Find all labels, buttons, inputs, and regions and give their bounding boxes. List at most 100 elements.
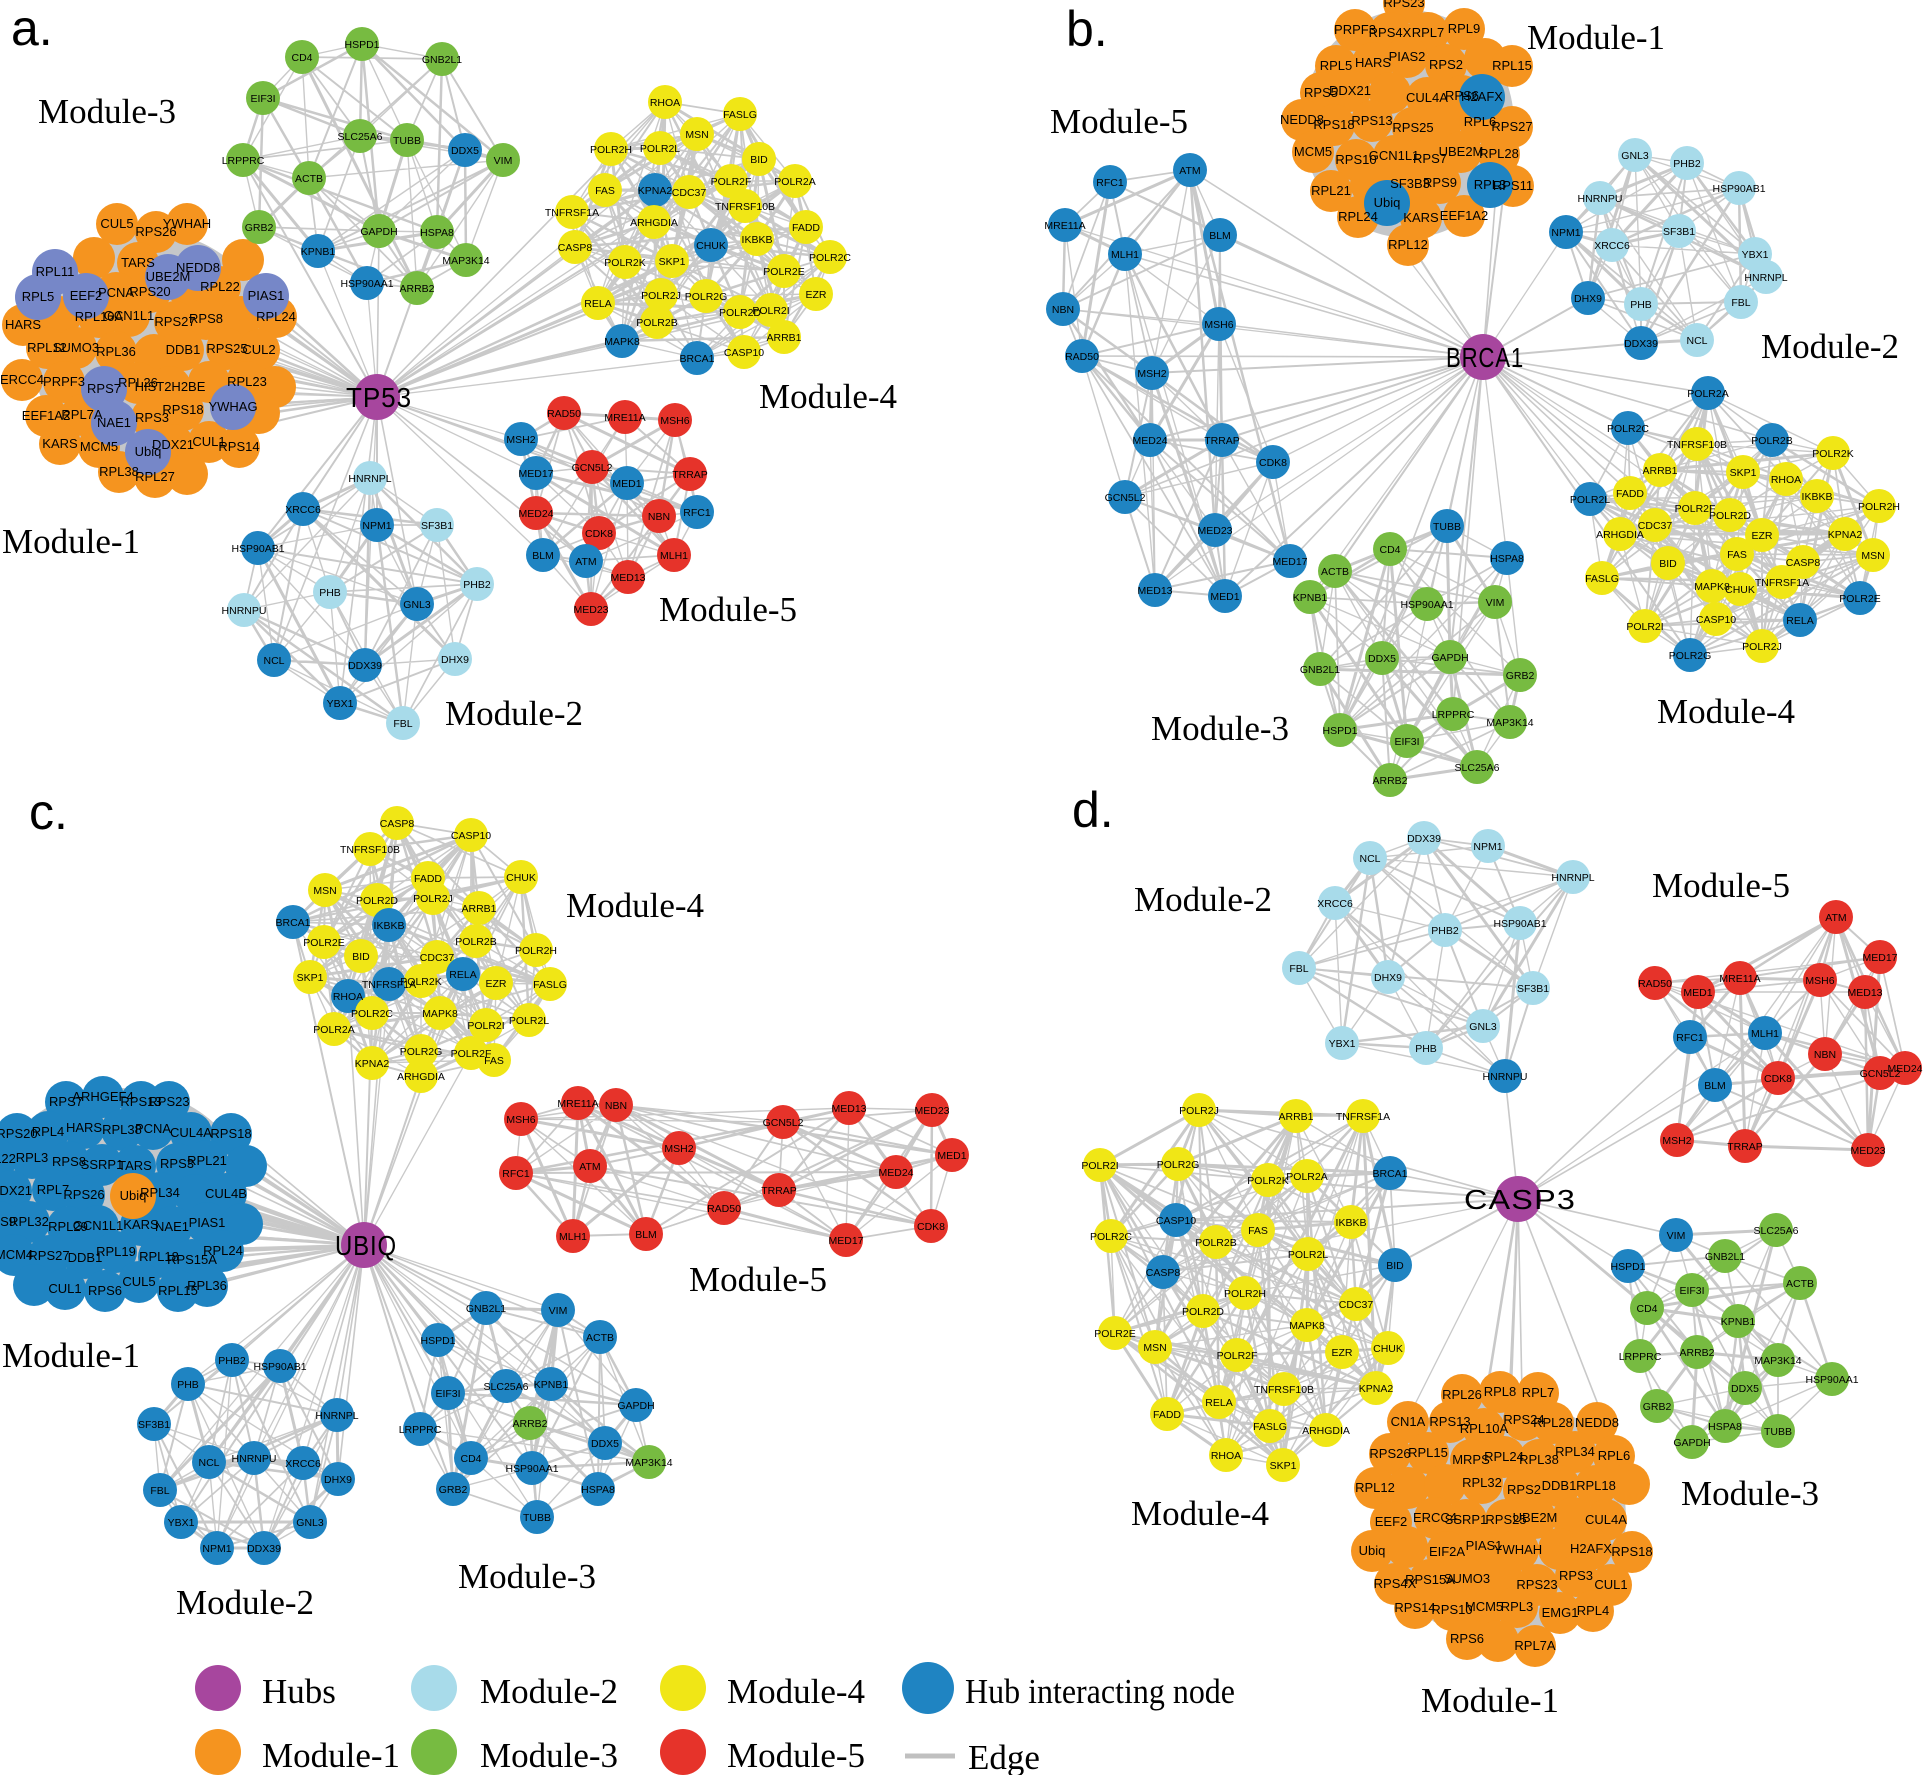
svg-text:DDX5: DDX5 [1368, 653, 1396, 665]
svg-text:RPS23: RPS23 [148, 1094, 189, 1109]
svg-text:TARS: TARS [121, 255, 155, 270]
svg-text:SUMO3: SUMO3 [53, 340, 99, 355]
svg-text:MRPS: MRPS [1452, 1452, 1490, 1467]
svg-text:MED23: MED23 [1850, 1145, 1885, 1157]
svg-text:RHOA: RHOA [650, 97, 680, 109]
svg-text:MED1: MED1 [612, 478, 641, 490]
svg-text:RPL12: RPL12 [1355, 1480, 1395, 1495]
svg-text:POLR2G: POLR2G [400, 1046, 443, 1058]
svg-text:POLR2A: POLR2A [313, 1024, 354, 1036]
svg-text:TNFRSF1A: TNFRSF1A [362, 979, 416, 991]
svg-text:PIAS1: PIAS1 [248, 288, 285, 303]
svg-text:DDX21: DDX21 [1329, 83, 1371, 98]
svg-text:RPL38: RPL38 [1519, 1452, 1559, 1467]
svg-text:CUL4A: CUL4A [170, 1125, 212, 1140]
svg-text:RPS18: RPS18 [1611, 1544, 1652, 1559]
svg-text:MAPK8: MAPK8 [1694, 581, 1730, 593]
svg-text:PHB: PHB [177, 1379, 199, 1391]
svg-text:POLR2B: POLR2B [1751, 435, 1792, 447]
svg-text:FASLG: FASLG [723, 109, 757, 121]
svg-text:NPM1: NPM1 [1473, 841, 1502, 853]
svg-text:POLR2J: POLR2J [1742, 641, 1782, 653]
svg-text:HIST2H2BE: HIST2H2BE [135, 379, 206, 394]
svg-text:RPL12: RPL12 [27, 340, 67, 355]
svg-text:BRCA1: BRCA1 [275, 917, 310, 929]
svg-text:RHOA: RHOA [1211, 1450, 1241, 1462]
svg-text:VIM: VIM [494, 155, 513, 167]
svg-text:DHX9: DHX9 [1574, 293, 1602, 305]
svg-text:RAD50: RAD50 [547, 408, 581, 420]
svg-text:GRB2: GRB2 [245, 222, 274, 234]
svg-text:POLR2I: POLR2I [467, 1020, 504, 1032]
svg-text:RPL12: RPL12 [1388, 237, 1428, 252]
svg-text:Module-3: Module-3 [480, 1736, 618, 1775]
svg-text:DDX5: DDX5 [591, 1438, 619, 1450]
svg-text:PRPF3: PRPF3 [1334, 22, 1376, 37]
svg-text:CDC37: CDC37 [1638, 520, 1673, 532]
svg-text:POLR2F: POLR2F [1217, 1350, 1258, 1362]
svg-text:FBL: FBL [393, 718, 412, 730]
svg-text:KPNA2: KPNA2 [1359, 1383, 1394, 1395]
svg-text:XRCC6: XRCC6 [285, 1458, 321, 1470]
svg-text:ACTB: ACTB [295, 173, 323, 185]
svg-text:POLR2H: POLR2H [515, 945, 557, 957]
svg-text:FBL: FBL [1289, 963, 1308, 975]
svg-text:Ubiq: Ubiq [120, 1188, 147, 1203]
svg-text:SKP1: SKP1 [1270, 1460, 1297, 1472]
svg-text:POLR2L: POLR2L [640, 143, 680, 155]
svg-text:a.: a. [11, 0, 53, 56]
svg-text:BLM: BLM [532, 550, 554, 562]
svg-text:RAD50: RAD50 [1638, 978, 1672, 990]
svg-text:H2AFX: H2AFX [1461, 89, 1503, 104]
svg-text:MLH1: MLH1 [559, 1231, 587, 1243]
svg-text:BRCA1: BRCA1 [1372, 1168, 1407, 1180]
svg-text:MRE11A: MRE11A [604, 412, 645, 424]
svg-text:NPM1: NPM1 [202, 1543, 231, 1555]
svg-text:RPL36: RPL36 [187, 1278, 227, 1293]
svg-text:CHUK: CHUK [696, 240, 726, 252]
svg-text:CUL4A: CUL4A [1585, 1512, 1627, 1527]
svg-text:DHX9: DHX9 [441, 654, 469, 666]
svg-text:POLR2J: POLR2J [1179, 1105, 1219, 1117]
svg-text:ARRB2: ARRB2 [1372, 775, 1407, 787]
svg-text:MRE11A: MRE11A [1719, 973, 1760, 985]
svg-text:RPS14: RPS14 [218, 439, 259, 454]
svg-text:PHB: PHB [319, 587, 341, 599]
svg-text:IKBKB: IKBKB [742, 234, 773, 246]
svg-text:PHB: PHB [1630, 299, 1652, 311]
svg-text:RPL21: RPL21 [187, 1153, 227, 1168]
svg-text:Module-5: Module-5 [1652, 866, 1790, 905]
svg-text:HSP90AB1: HSP90AB1 [253, 1361, 306, 1373]
svg-text:TNFRSF1A: TNFRSF1A [545, 207, 599, 219]
svg-text:CD4: CD4 [1379, 544, 1400, 556]
svg-text:TNFRSF10B: TNFRSF10B [340, 844, 400, 856]
svg-text:MED1: MED1 [1210, 591, 1239, 603]
svg-text:UBE2M: UBE2M [146, 269, 191, 284]
svg-text:CUL5: CUL5 [100, 216, 133, 231]
svg-text:MED17: MED17 [1272, 556, 1307, 568]
svg-text:Module-2: Module-2 [1134, 880, 1272, 919]
svg-text:FADD: FADD [1153, 1409, 1181, 1421]
svg-text:KARS: KARS [1403, 210, 1439, 225]
svg-text:DDX39: DDX39 [1624, 338, 1658, 350]
svg-text:RPL19: RPL19 [96, 1244, 136, 1259]
svg-text:RPS15A: RPS15A [167, 1252, 217, 1267]
svg-text:Module-3: Module-3 [458, 1557, 596, 1596]
svg-text:TUBB: TUBB [523, 1512, 551, 1524]
svg-text:DDX39: DDX39 [247, 1543, 281, 1555]
svg-text:CDC37: CDC37 [1339, 1299, 1374, 1311]
svg-text:RPL38: RPL38 [102, 1122, 142, 1137]
svg-text:CD4: CD4 [1636, 1303, 1657, 1315]
svg-text:POLR2G: POLR2G [1157, 1159, 1200, 1171]
svg-text:RFC1: RFC1 [502, 1168, 530, 1180]
svg-text:Ubiq: Ubiq [1359, 1543, 1386, 1558]
svg-text:RPS3: RPS3 [1559, 1568, 1593, 1583]
svg-text:GNL3: GNL3 [1469, 1021, 1497, 1033]
svg-text:Module-2: Module-2 [176, 1583, 314, 1622]
svg-text:XRCC6: XRCC6 [1317, 898, 1353, 910]
svg-text:KPNB1: KPNB1 [534, 1379, 569, 1391]
svg-text:UBIQ: UBIQ [335, 1230, 397, 1261]
svg-text:PCNA: PCNA [98, 285, 134, 300]
svg-text:POLR2K: POLR2K [400, 976, 441, 988]
svg-text:EZR: EZR [1332, 1347, 1353, 1359]
